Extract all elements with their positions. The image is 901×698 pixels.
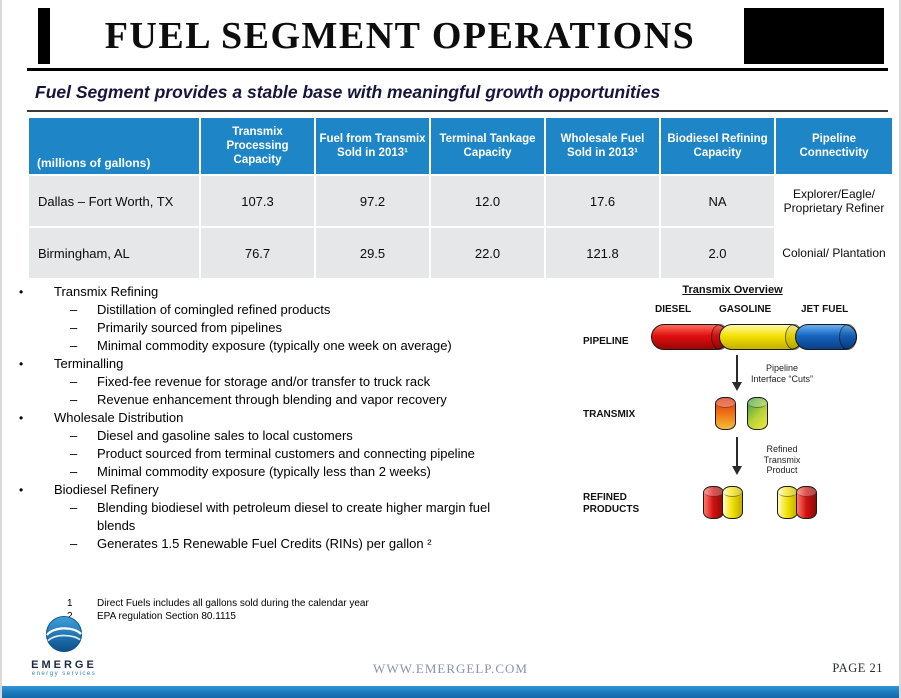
col-header-biodiesel: Biodiesel Refining Capacity bbox=[661, 118, 774, 174]
cell-connectivity: Colonial/ Plantation bbox=[776, 228, 892, 278]
transmix-cylinder-icon bbox=[747, 397, 768, 430]
gasoline-cylinder-icon bbox=[719, 324, 803, 350]
footnote: 2 EPA regulation Section 80.1115 bbox=[67, 610, 369, 623]
table-header-row: (millions of gallons) Transmix Processin… bbox=[29, 118, 892, 174]
refined-diesel-cylinder-icon bbox=[796, 486, 817, 519]
bullet-sub: Primarily sourced from pipelines bbox=[2, 319, 522, 337]
jet-fuel-cylinder-icon bbox=[795, 324, 857, 350]
bullet-transmix-refining: Transmix Refining bbox=[2, 283, 522, 301]
logo-brand-text: EMERGE bbox=[31, 659, 97, 671]
cell-location: Dallas – Fort Worth, TX bbox=[29, 176, 199, 226]
transmix-cylinder-icon bbox=[715, 397, 736, 430]
footnote-text: Direct Fuels includes all gallons sold d… bbox=[97, 598, 369, 609]
refined-gasoline-cylinder-icon bbox=[722, 486, 743, 519]
refined-products-cylinders bbox=[703, 486, 743, 519]
label-jet-fuel: JET FUEL bbox=[801, 304, 849, 315]
down-arrow-icon bbox=[732, 355, 742, 391]
table-row-dallas: Dallas – Fort Worth, TX 107.3 97.2 12.0 … bbox=[29, 176, 892, 226]
bullet-list: Transmix Refining Distillation of coming… bbox=[2, 283, 522, 553]
footnote-text: EPA regulation Section 80.1115 bbox=[97, 611, 236, 622]
cell-value: 17.6 bbox=[546, 176, 659, 226]
cell-value: 121.8 bbox=[546, 228, 659, 278]
bullet-sub: Distillation of comingled refined produc… bbox=[2, 301, 522, 319]
cell-value: 12.0 bbox=[431, 176, 544, 226]
bottom-accent-bar bbox=[2, 686, 899, 698]
diagram-title: Transmix Overview bbox=[682, 284, 783, 296]
bullet-sub: Generates 1.5 Renewable Fuel Credits (RI… bbox=[2, 535, 522, 553]
label-refined-products: REFINED PRODUCTS bbox=[583, 492, 640, 515]
bullet-sub: Product sourced from terminal customers … bbox=[2, 445, 522, 463]
bullet-terminalling: Terminalling bbox=[2, 355, 522, 373]
cell-value: 97.2 bbox=[316, 176, 429, 226]
transmix-cylinders bbox=[715, 397, 768, 430]
title-left-bar bbox=[38, 8, 50, 64]
pipeline-interface-cuts-label: Pipeline Interface “Cuts” bbox=[750, 363, 814, 384]
bullet-wholesale-distribution: Wholesale Distribution bbox=[2, 409, 522, 427]
label-pipeline: PIPELINE bbox=[583, 336, 629, 347]
bullet-sub: Blending biodiesel with petroleum diesel… bbox=[2, 499, 522, 535]
emerge-logo: EMERGE energy services bbox=[28, 615, 100, 677]
cell-connectivity: Explorer/Eagle/ Proprietary Refiner bbox=[776, 176, 892, 226]
emerge-logo-icon bbox=[45, 615, 83, 653]
diesel-cylinder-icon bbox=[651, 324, 729, 350]
page-number: PAGE 21 bbox=[832, 661, 883, 675]
cell-value: 22.0 bbox=[431, 228, 544, 278]
pipeline-cylinders bbox=[651, 324, 857, 350]
table-row-birmingham: Birmingham, AL 76.7 29.5 22.0 121.8 2.0 … bbox=[29, 228, 892, 278]
bullet-sub: Minimal commodity exposure (typically on… bbox=[2, 337, 522, 355]
subtitle-divider bbox=[27, 110, 888, 112]
title-right-bar bbox=[744, 8, 884, 64]
title-divider bbox=[27, 68, 888, 71]
bullet-sub: Revenue enhancement through blending and… bbox=[2, 391, 522, 409]
bullet-biodiesel-refinery: Biodiesel Refinery bbox=[2, 481, 522, 499]
down-arrow-icon bbox=[732, 437, 742, 475]
transmix-overview-diagram: Transmix Overview DIESEL GASOLINE JET FU… bbox=[577, 284, 888, 540]
cell-value: NA bbox=[661, 176, 774, 226]
cell-value: 107.3 bbox=[201, 176, 314, 226]
bullet-sub: Minimal commodity exposure (typically le… bbox=[2, 463, 522, 481]
label-diesel: DIESEL bbox=[655, 304, 692, 315]
col-header-fuel-sold: Fuel from Transmix Sold in 2013¹ bbox=[316, 118, 429, 174]
refined-gasoline-cylinder-icon bbox=[777, 486, 798, 519]
col-header-wholesale: Wholesale Fuel Sold in 2013¹ bbox=[546, 118, 659, 174]
col-header-units: (millions of gallons) bbox=[29, 118, 199, 174]
slide-subtitle: Fuel Segment provides a stable base with… bbox=[35, 82, 661, 102]
footer-url: WWW.EMERGELP.COM bbox=[373, 661, 528, 676]
cell-value: 2.0 bbox=[661, 228, 774, 278]
fuel-segment-table: (millions of gallons) Transmix Processin… bbox=[27, 116, 894, 280]
cell-value: 76.7 bbox=[201, 228, 314, 278]
cell-value: 29.5 bbox=[316, 228, 429, 278]
cell-location: Birmingham, AL bbox=[29, 228, 199, 278]
page-title: FUEL SEGMENT OPERATIONS bbox=[104, 15, 696, 57]
label-transmix: TRANSMIX bbox=[583, 409, 636, 420]
refined-diesel-cylinder-icon bbox=[703, 486, 724, 519]
logo-tagline: energy services bbox=[31, 671, 97, 677]
bullet-sub: Diesel and gasoline sales to local custo… bbox=[2, 427, 522, 445]
footnote-number: 1 bbox=[67, 598, 73, 609]
footnotes: 1 Direct Fuels includes all gallons sold… bbox=[67, 597, 369, 623]
col-header-tankage: Terminal Tankage Capacity bbox=[431, 118, 544, 174]
label-gasoline: GASOLINE bbox=[719, 304, 772, 315]
refined-transmix-product-label: Refined Transmix Product bbox=[763, 444, 801, 475]
refined-products-cylinders bbox=[777, 486, 817, 519]
footnote-number: 2 bbox=[67, 611, 73, 622]
footnote: 1 Direct Fuels includes all gallons sold… bbox=[67, 597, 369, 610]
bullet-sub: Fixed-fee revenue for storage and/or tra… bbox=[2, 373, 522, 391]
col-header-transmix-capacity: Transmix Processing Capacity bbox=[201, 118, 314, 174]
col-header-pipeline: Pipeline Connectivity bbox=[776, 118, 892, 174]
